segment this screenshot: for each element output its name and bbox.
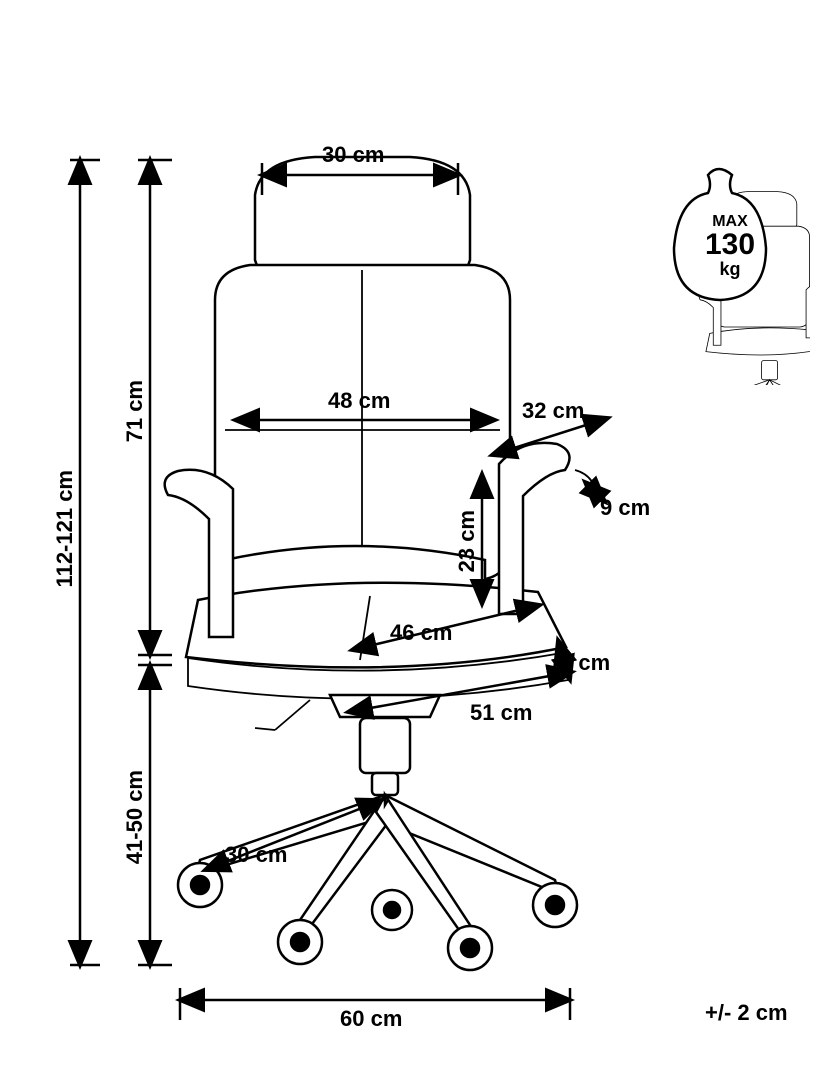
- tolerance-note: +/- 2 cm: [705, 1000, 788, 1026]
- dim-headrest-width: 30 cm: [322, 142, 384, 168]
- chair-dimension-diagram: MAX 130 kg 112-121 cm 71 cm 41-50 cm 30 …: [0, 0, 830, 1080]
- dim-caster-radius: 30 cm: [225, 842, 287, 868]
- dim-base-width: 60 cm: [340, 1006, 402, 1032]
- dim-backrest-height: 71 cm: [122, 380, 148, 442]
- dim-seat-width: 51 cm: [470, 700, 532, 726]
- dim-armrest-length: 32 cm: [522, 398, 584, 424]
- dim-backrest-width: 48 cm: [328, 388, 390, 414]
- dim-total-height: 112-121 cm: [52, 470, 78, 587]
- dim-armrest-thickness: 9 cm: [600, 495, 650, 521]
- max-weight-value: 130: [700, 230, 760, 260]
- dim-armrest-height: 23 cm: [454, 510, 480, 572]
- dim-seat-depth: 46 cm: [390, 620, 452, 646]
- max-weight-label: MAX 130 kg: [700, 214, 760, 278]
- dim-seat-height: 41-50 cm: [122, 770, 148, 864]
- dim-seat-thickness: 9 cm: [560, 650, 610, 676]
- max-weight-unit: kg: [700, 260, 760, 278]
